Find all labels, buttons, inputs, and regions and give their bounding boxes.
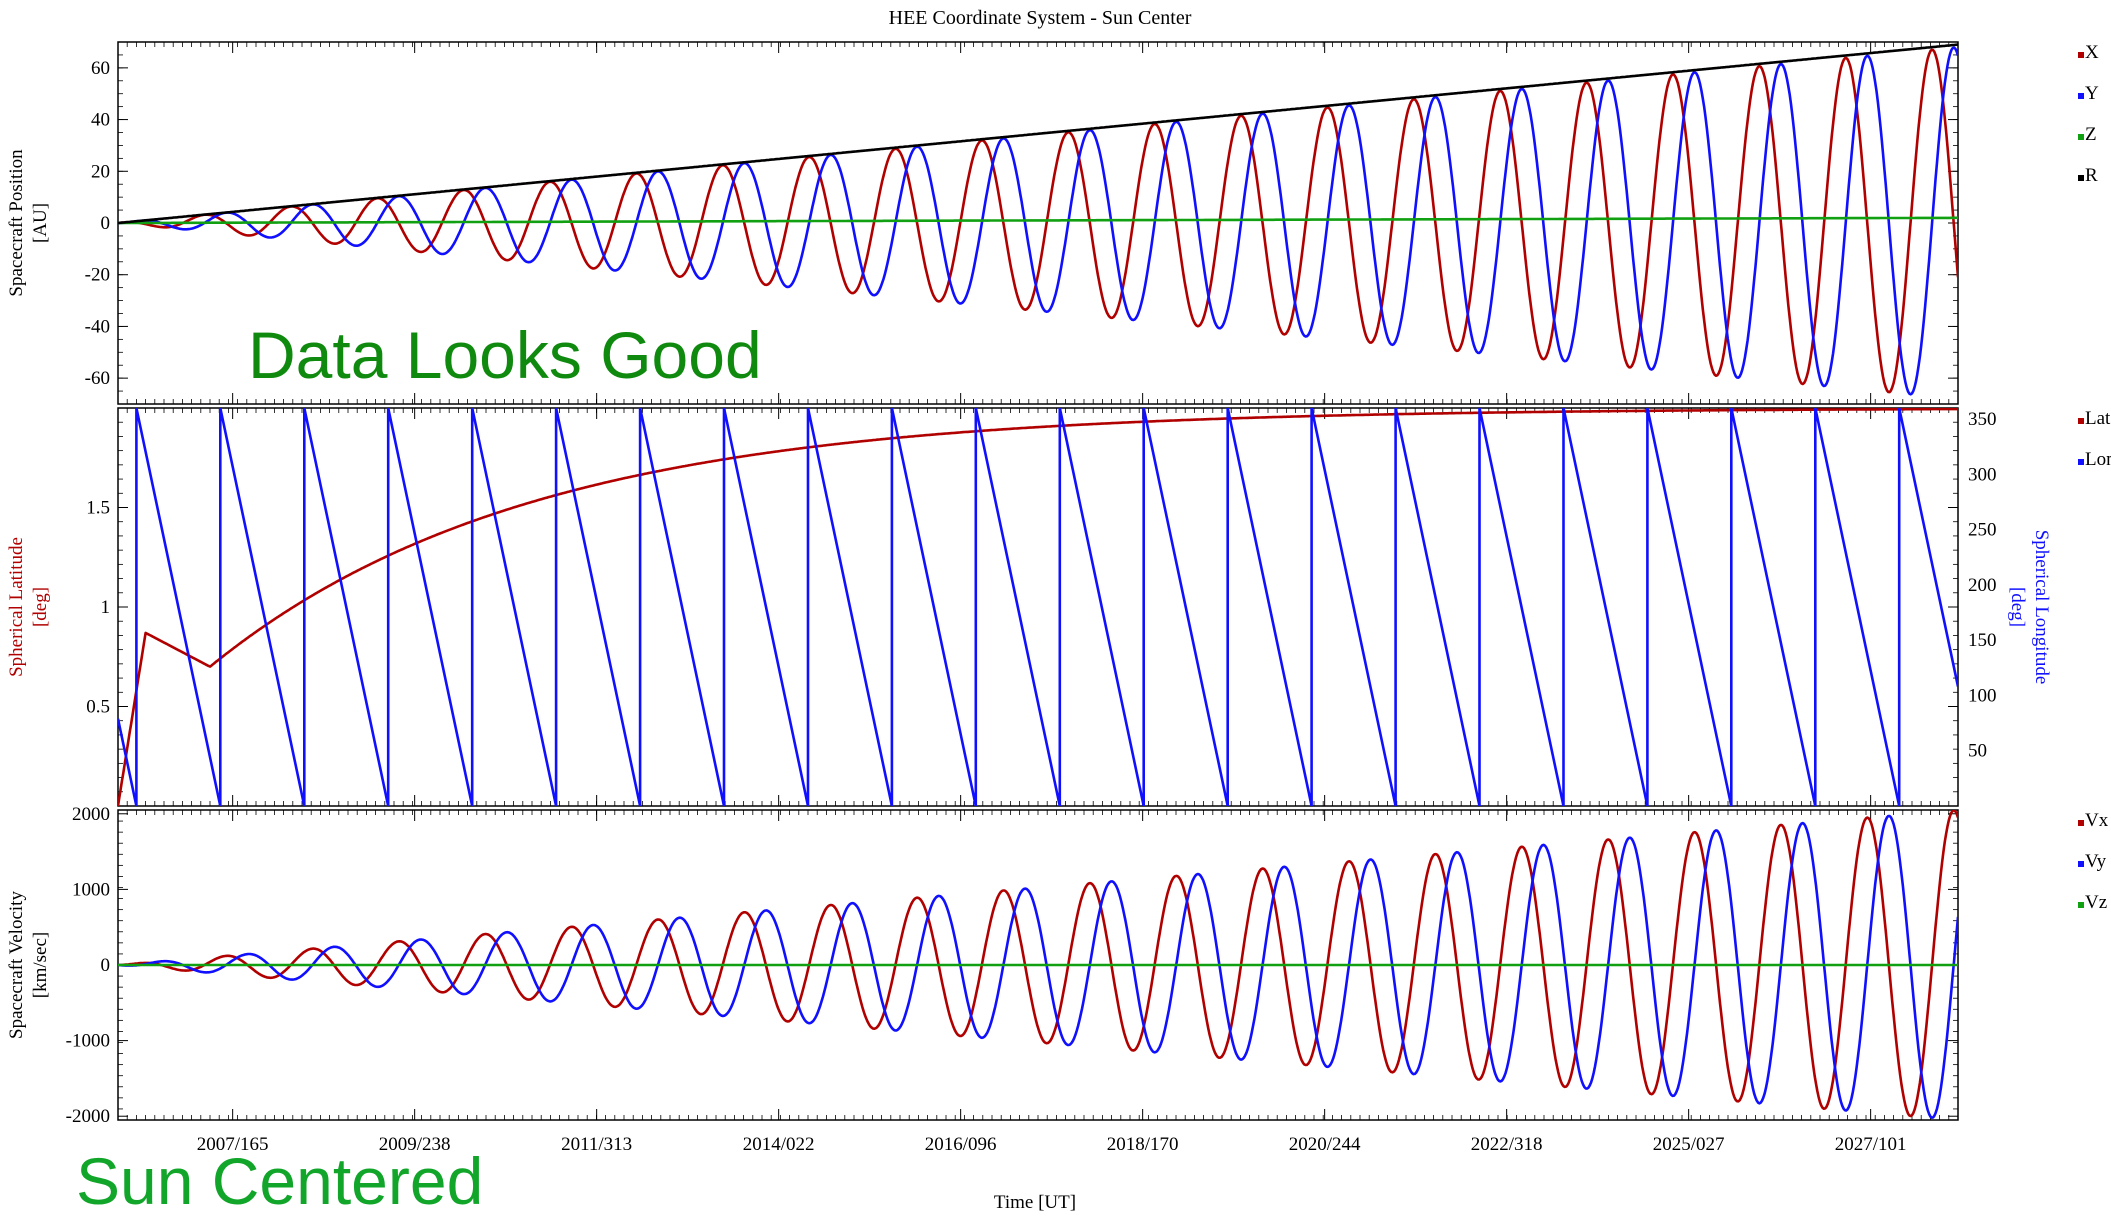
x-tick-label: 2025/027 — [1653, 1134, 1725, 1155]
panel-3: 2007/165 2009/238 2011/313 2014/022 2016/096… — [6, 804, 2109, 1155]
y-tick-label: 0.5 — [86, 697, 110, 718]
legend-label-vx: Vx — [2085, 810, 2109, 831]
y-right-axis-label-line: [deg] — [2007, 587, 2028, 627]
legend-label-vz: Vz — [2085, 892, 2107, 913]
legend-swatch-y — [2078, 93, 2084, 99]
x-tick-label: 2007/165 — [197, 1134, 269, 1155]
series-line-x — [118, 48, 1958, 394]
annotation-sun-centered: Sun Centered — [76, 1144, 483, 1218]
legend-swatch-r — [2078, 175, 2084, 181]
y-right-tick-label: 300 — [1968, 464, 1997, 485]
x-tick-label: 2022/318 — [1471, 1134, 1543, 1155]
x-axis-label: Time [UT] — [994, 1192, 1076, 1213]
chart-title: HEE Coordinate System - Sun Center — [889, 7, 1192, 29]
y-axis-label: Spacecraft Position [AU] — [6, 149, 51, 297]
y-tick-label: 60 — [91, 58, 110, 79]
x-tick-label: 2014/022 — [743, 1134, 815, 1155]
x-tick-label: 2020/244 — [1289, 1134, 1361, 1155]
y-tick-label: 0 — [101, 213, 111, 234]
legend-swatch-x — [2078, 52, 2084, 58]
y-tick-label: 2000 — [72, 804, 110, 825]
legend-label-y: Y — [2085, 83, 2099, 104]
series-line-r — [118, 43, 1958, 225]
x-tick-label: 2016/096 — [925, 1134, 997, 1155]
y-axis-label: Spacecraft Velocity [km/sec] — [6, 891, 51, 1039]
legend-label-z: Z — [2085, 124, 2097, 145]
x-tick-label: 2027/101 — [1835, 1134, 1907, 1155]
y-axis-label-line: [km/sec] — [30, 932, 51, 998]
y-axis-label-line: Spherical Latitude — [6, 537, 27, 677]
legend-swatch-lat — [2078, 418, 2084, 424]
series-group — [118, 43, 1958, 396]
legend-swatch-vz — [2078, 902, 2084, 908]
x-tick-label: 2011/313 — [561, 1134, 632, 1155]
legend-label-vy: Vy — [2085, 851, 2107, 872]
y-right-tick-label: 200 — [1968, 575, 1997, 596]
y-axis-label: Spherical Latitude [deg] — [6, 537, 51, 677]
legend-label-lon: Lon — [2085, 449, 2111, 470]
series-line-lat — [118, 408, 1958, 806]
legend-label-r: R — [2085, 165, 2098, 186]
y-axis-label-line: [AU] — [30, 203, 51, 243]
panel-2: 0.5 1 1.5 50 100 150 200 250 300 350 Spherical Lat… — [6, 407, 2111, 807]
series-group — [118, 810, 1958, 1119]
y-right-axis-label-line: Spherical Longitude — [2031, 530, 2052, 685]
annotation-data-looks-good: Data Looks Good — [248, 318, 762, 392]
y-tick-label: -2000 — [66, 1106, 110, 1127]
y-right-tick-label: 250 — [1968, 520, 1997, 541]
legend-label-lat: Lat — [2085, 408, 2111, 429]
series-line-vx — [118, 810, 1958, 1118]
y-tick-label: 1000 — [72, 879, 110, 900]
series-line-y — [118, 46, 1958, 396]
y-tick-label: -1000 — [66, 1031, 110, 1052]
y-right-axis-label: Spherical Longitude[deg] — [2007, 530, 2052, 685]
y-tick-label: 0 — [101, 955, 111, 976]
y-axis-label-line: Spacecraft Position — [6, 149, 27, 297]
y-right-tick-label: 150 — [1968, 630, 1997, 651]
y-right-tick-label: 50 — [1968, 741, 1987, 762]
legend-swatch-z — [2078, 134, 2084, 140]
y-axis-label-line: Spacecraft Velocity — [6, 891, 27, 1039]
series-line-z — [118, 216, 1958, 225]
y-tick-label: 20 — [91, 161, 110, 182]
y-tick-label: 1.5 — [86, 498, 110, 519]
y-right-tick-label: 350 — [1968, 409, 1997, 430]
legend-swatch-vx — [2078, 820, 2084, 826]
series-line-lon — [118, 408, 1958, 806]
x-tick-label: 2009/238 — [379, 1134, 451, 1155]
y-tick-label: 40 — [91, 110, 110, 131]
y-right-tick-label: 100 — [1968, 685, 1997, 706]
panel-1: -60 -40 -20 0 20 40 60 Spacecraft Position [AU] X… — [6, 41, 2099, 405]
y-tick-label: -40 — [85, 316, 110, 337]
legend-swatch-lon — [2078, 459, 2084, 465]
legend-label-x: X — [2085, 42, 2099, 63]
legend-swatch-vy — [2078, 861, 2084, 867]
y-tick-label: -20 — [85, 265, 110, 286]
y-tick-label: -60 — [85, 368, 110, 389]
y-axis-label-line: [deg] — [30, 587, 51, 627]
y-tick-label: 1 — [101, 597, 111, 618]
x-tick-label: 2018/170 — [1107, 1134, 1179, 1155]
chart-panels: -60 -40 -20 0 20 40 60 Spacecraft Position [AU] X… — [6, 41, 2111, 1155]
series-group — [118, 408, 1958, 806]
